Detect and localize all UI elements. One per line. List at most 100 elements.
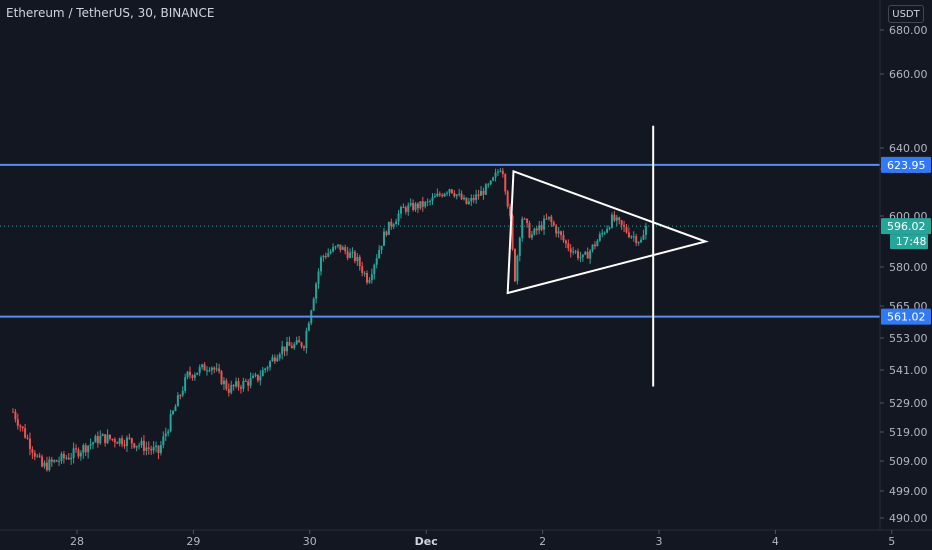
x-tick-label: 30 bbox=[303, 535, 317, 548]
candle-198 bbox=[492, 176, 495, 182]
triangle-pattern[interactable] bbox=[506, 169, 709, 295]
candle-248 bbox=[613, 210, 616, 223]
candle-185 bbox=[460, 190, 463, 200]
candle-150 bbox=[375, 254, 378, 269]
candle-148 bbox=[370, 268, 373, 284]
candle-50 bbox=[133, 442, 136, 449]
candle-138 bbox=[346, 246, 349, 261]
candle-78 bbox=[201, 363, 204, 370]
candle-25 bbox=[72, 442, 75, 464]
candle-230 bbox=[569, 243, 572, 258]
candle-115 bbox=[290, 342, 293, 349]
svg-text:623.95: 623.95 bbox=[887, 159, 926, 172]
svg-text:17:48: 17:48 bbox=[896, 236, 926, 248]
candle-156 bbox=[390, 218, 393, 230]
candle-94 bbox=[239, 384, 242, 394]
candle-57 bbox=[150, 445, 153, 455]
candle-253 bbox=[625, 223, 628, 234]
candle-112 bbox=[283, 346, 286, 357]
candle-93 bbox=[237, 377, 240, 391]
horizontal-levels bbox=[0, 163, 880, 318]
candle-84 bbox=[215, 362, 218, 372]
candle-131 bbox=[329, 249, 332, 255]
candle-142 bbox=[356, 253, 359, 266]
candle-32 bbox=[89, 438, 92, 450]
price-axis[interactable]: 680.00660.00640.00620.00600.00580.00565.… bbox=[879, 0, 932, 550]
candle-117 bbox=[295, 336, 298, 346]
candle-13 bbox=[43, 460, 46, 469]
candle-152 bbox=[380, 245, 383, 255]
candle-38 bbox=[104, 434, 107, 447]
candle-14 bbox=[45, 456, 48, 472]
candle-6 bbox=[26, 434, 29, 440]
candle-247 bbox=[610, 212, 613, 229]
candle-216 bbox=[535, 226, 538, 235]
candle-238 bbox=[589, 249, 592, 264]
candle-5 bbox=[24, 423, 27, 439]
candle-154 bbox=[385, 230, 388, 237]
y-tick-label: 529.00 bbox=[889, 397, 928, 410]
candle-135 bbox=[339, 244, 342, 253]
candle-209 bbox=[518, 236, 521, 262]
candlestick-series bbox=[11, 167, 647, 472]
candle-54 bbox=[142, 435, 145, 456]
candle-20 bbox=[60, 451, 63, 464]
candle-65 bbox=[169, 409, 172, 433]
candle-177 bbox=[441, 193, 444, 198]
candle-226 bbox=[560, 230, 563, 240]
candle-168 bbox=[419, 201, 422, 210]
candle-63 bbox=[164, 427, 167, 441]
candle-164 bbox=[409, 198, 412, 207]
candle-139 bbox=[349, 248, 352, 259]
candle-71 bbox=[184, 373, 187, 394]
candle-189 bbox=[470, 194, 473, 206]
candle-35 bbox=[96, 431, 99, 448]
candle-256 bbox=[632, 231, 635, 242]
candle-206 bbox=[511, 213, 514, 251]
candle-153 bbox=[383, 227, 386, 246]
x-tick-label: 2 bbox=[539, 535, 546, 548]
x-tick-label: 5 bbox=[888, 535, 895, 548]
candle-59 bbox=[155, 441, 158, 453]
candle-170 bbox=[424, 200, 427, 209]
countdown-tag: 17:48 bbox=[890, 234, 928, 250]
candle-8 bbox=[31, 446, 34, 459]
candle-11 bbox=[38, 452, 41, 459]
candle-136 bbox=[341, 245, 344, 251]
candle-72 bbox=[186, 370, 189, 380]
candle-165 bbox=[412, 199, 415, 212]
svg-text:596.02: 596.02 bbox=[887, 220, 926, 233]
candle-147 bbox=[368, 277, 371, 284]
time-axis[interactable]: 28 29 30 Dec 2 3 4 5 bbox=[0, 529, 932, 548]
candle-37 bbox=[101, 433, 104, 437]
currency-button[interactable]: USDT bbox=[888, 5, 924, 23]
symbol-title: Ethereum / TetherUS, 30, BINANCE bbox=[6, 6, 215, 20]
candle-17 bbox=[53, 459, 56, 464]
candle-207 bbox=[513, 248, 516, 283]
candle-66 bbox=[172, 410, 175, 416]
candle-86 bbox=[220, 370, 223, 385]
candle-45 bbox=[121, 435, 124, 448]
candle-217 bbox=[538, 220, 541, 235]
candle-44 bbox=[118, 437, 121, 447]
candle-34 bbox=[94, 434, 97, 443]
candle-58 bbox=[152, 441, 155, 454]
candle-70 bbox=[181, 386, 184, 398]
candle-124 bbox=[312, 296, 315, 312]
candle-167 bbox=[416, 202, 419, 214]
candle-137 bbox=[344, 244, 347, 255]
candle-92 bbox=[235, 377, 238, 389]
candle-134 bbox=[336, 244, 339, 249]
candle-56 bbox=[147, 441, 150, 455]
candle-197 bbox=[489, 180, 492, 186]
candle-171 bbox=[426, 198, 429, 207]
candle-110 bbox=[278, 352, 281, 361]
candle-67 bbox=[174, 404, 177, 412]
candle-140 bbox=[351, 247, 354, 258]
candle-132 bbox=[332, 243, 335, 253]
candle-39 bbox=[106, 429, 109, 445]
candle-227 bbox=[562, 230, 565, 243]
candle-10 bbox=[36, 453, 39, 458]
candle-130 bbox=[327, 248, 330, 258]
